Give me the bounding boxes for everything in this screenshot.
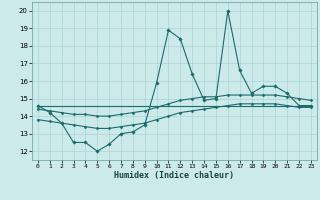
X-axis label: Humidex (Indice chaleur): Humidex (Indice chaleur) [115,171,234,180]
